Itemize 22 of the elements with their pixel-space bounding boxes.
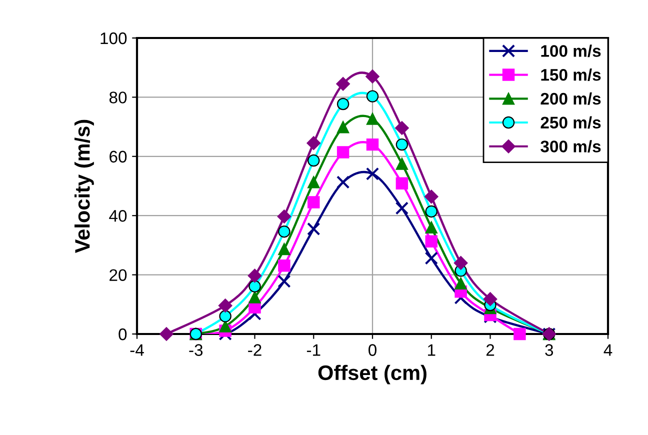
x-tick-label: 0 (368, 344, 376, 356)
x-tick-label: -3 (189, 344, 203, 356)
x-tick-label: 4 (604, 344, 612, 356)
x-tick-label: -4 (130, 344, 144, 356)
y-axis-title: Velocity (m/s) (74, 120, 94, 254)
x-tick-label: 3 (545, 344, 554, 356)
legend-label: 150 m/s (541, 68, 601, 81)
legend-label: 200 m/s (540, 92, 601, 105)
y-tick-label: 100 (100, 32, 127, 44)
legend-label: 100 m/s (541, 44, 601, 58)
y-tick-label: 40 (109, 210, 127, 222)
x-tick-label: -2 (248, 344, 262, 356)
y-tick-label: 60 (110, 150, 127, 163)
y-tick-label: 20 (110, 269, 127, 282)
legend-label: 250 m/s (540, 116, 601, 129)
y-tick-label: 0 (118, 328, 127, 340)
x-tick-label: 2 (486, 344, 494, 356)
y-tick-label: 80 (109, 92, 127, 104)
x-axis-title: Offset (cm) (318, 364, 426, 384)
x-tick-label: -1 (306, 344, 320, 356)
legend-label: 300 m/s (540, 140, 601, 153)
x-tick-label: 1 (428, 344, 436, 356)
